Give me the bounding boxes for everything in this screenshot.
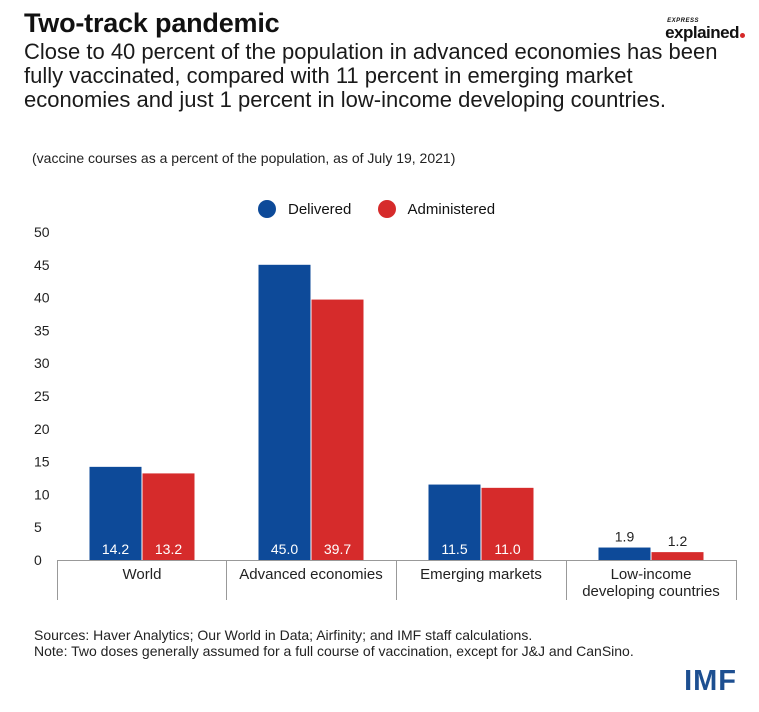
brand-small-text: EXPRESS — [667, 18, 699, 24]
x-tick-label: Low-income — [611, 566, 692, 583]
data-label: 13.2 — [155, 541, 182, 557]
brand-dot-icon — [740, 33, 745, 38]
bar-delivered-0 — [89, 466, 142, 560]
legend-item-administered: Administered — [377, 200, 496, 218]
y-tick-label: 5 — [34, 519, 42, 535]
chart-title: Two-track pandemic — [24, 8, 280, 38]
data-label: 11.5 — [441, 541, 467, 557]
x-tick-label: World — [123, 566, 162, 583]
y-tick-label: 10 — [34, 486, 50, 502]
y-tick-label: 25 — [34, 388, 50, 404]
y-tick-label: 50 — [34, 224, 50, 240]
chart-footnotes: Sources: Haver Analytics; Our World in D… — [34, 627, 634, 659]
y-tick-label: 15 — [34, 454, 50, 470]
chart-legend: Delivered Administered — [258, 200, 517, 222]
bar-administered-3 — [651, 552, 704, 560]
legend-label-administered: Administered — [407, 200, 496, 218]
data-label: 39.7 — [324, 541, 351, 557]
x-tick-label: Advanced economies — [239, 566, 382, 583]
bar-administered-1 — [311, 299, 364, 560]
imf-logo: IMF — [684, 665, 737, 697]
bar-administered-2 — [481, 487, 534, 560]
y-tick-label: 0 — [34, 552, 42, 568]
legend-swatch-delivered — [258, 200, 276, 218]
data-label: 1.2 — [668, 533, 688, 549]
x-tick-label: Emerging markets — [420, 566, 542, 583]
sources-text: Sources: Haver Analytics; Our World in D… — [34, 627, 533, 643]
legend-label-delivered: Delivered — [288, 200, 352, 218]
data-label: 1.9 — [615, 529, 635, 545]
y-tick-label: 40 — [34, 290, 50, 306]
data-label: 11.0 — [494, 541, 520, 557]
y-tick-label: 45 — [34, 257, 50, 273]
chart-subtitle: Close to 40 percent of the population in… — [24, 39, 718, 112]
bar-chart: 0 5 10 15 20 25 30 35 40 45 50 14.2 13.2 45.0 39.7 11.5… — [34, 224, 737, 600]
data-label: 45.0 — [271, 541, 298, 557]
y-tick-label: 20 — [34, 421, 50, 437]
data-label: 14.2 — [102, 541, 129, 557]
note-text: Note: Two doses generally assumed for a … — [34, 643, 634, 659]
bar-delivered-3 — [598, 547, 651, 560]
express-explained-logo: EXPRESS explained — [665, 18, 745, 42]
bar-delivered-1 — [258, 264, 311, 560]
x-tick-label: developing countries — [582, 583, 720, 600]
y-tick-label: 30 — [34, 355, 50, 371]
bar-administered-0 — [142, 473, 195, 560]
chart-units-note: (vaccine courses as a percent of the pop… — [32, 150, 456, 166]
brand-big-text: explained — [665, 23, 739, 42]
bar-delivered-2 — [428, 484, 481, 560]
y-tick-label: 35 — [34, 322, 50, 338]
legend-swatch-administered — [377, 200, 396, 218]
legend-item-delivered: Delivered — [258, 200, 351, 218]
